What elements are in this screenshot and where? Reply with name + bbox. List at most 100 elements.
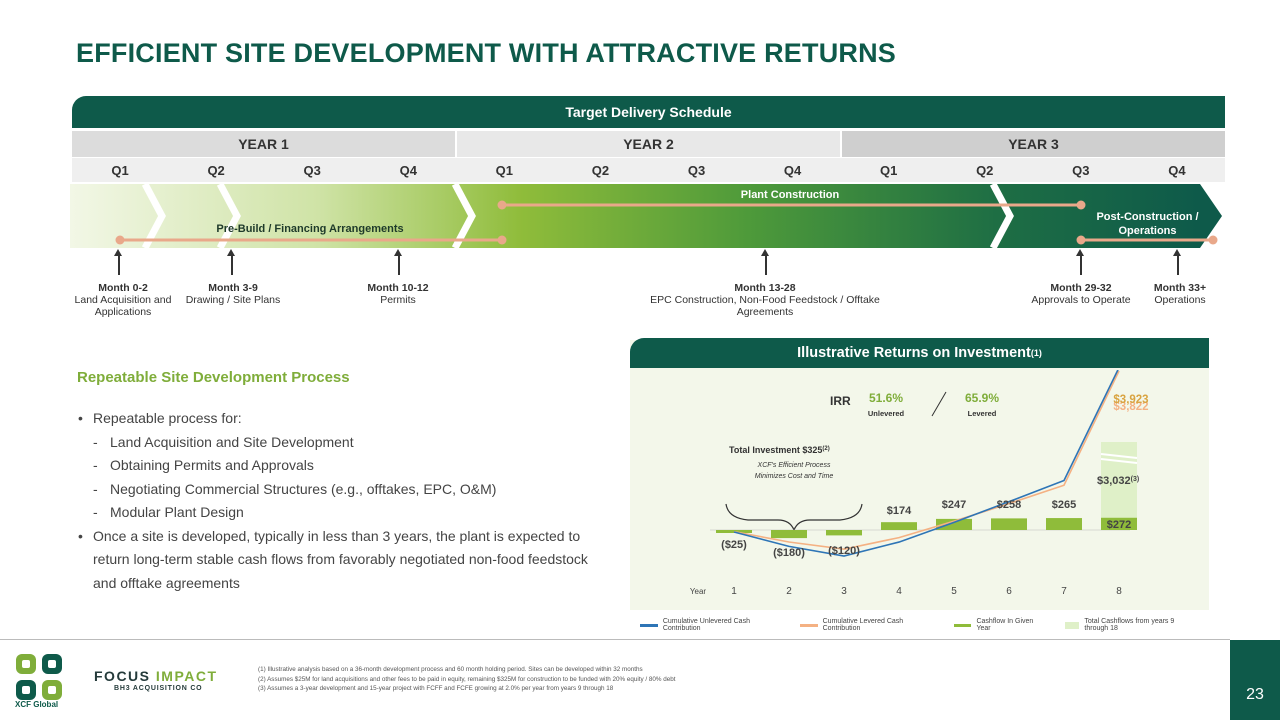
quarter-label: Q2: [207, 162, 225, 178]
milestone-month: Month 10-12: [367, 282, 429, 294]
chart-bar: [936, 518, 972, 530]
quarter-label: Q4: [1168, 162, 1186, 178]
phase-flow: [70, 184, 1222, 250]
chevron: [989, 184, 1014, 250]
legend-label: Cumulative Unlevered Cash Contribution: [662, 618, 750, 632]
page-title: EFFICIENT SITE DEVELOPMENT WITH ATTRACTI…: [76, 38, 896, 68]
chart-total-label: $3,032(3): [1097, 475, 1139, 487]
milestone: Month 10-12 Permits: [348, 282, 448, 306]
chart-data-label: $258: [997, 499, 1021, 511]
year-label: YEAR 1: [72, 131, 455, 157]
legend-swatch: [640, 623, 658, 627]
returns-header-text: Illustrative Returns on Investment: [797, 345, 1031, 361]
sub-item: Modular Plant Design: [78, 501, 598, 525]
milestone-arrow: [228, 249, 234, 275]
chevron: [216, 184, 241, 250]
axis-break: [1100, 453, 1138, 459]
phase-tip: [1200, 184, 1222, 248]
irr-divider: [931, 391, 947, 417]
x-tick-label: 4: [896, 586, 902, 597]
footnote: (2) Assumes $25M for land acquisitions a…: [258, 675, 676, 683]
milestone-desc: Permits: [380, 294, 416, 306]
xcf-logo-text: XCF Global: [15, 700, 59, 709]
x-tick-label: 6: [1006, 586, 1012, 597]
x-tick-label: 7: [1061, 586, 1067, 597]
chevron: [141, 184, 166, 250]
sub-item: Negotiating Commercial Structures (e.g.,…: [78, 478, 598, 502]
milestone-month: Month 13-28: [734, 282, 796, 294]
irr-unlevered: 51.6%: [869, 391, 903, 405]
investment-note: (2): [822, 446, 829, 452]
milestone: Month 33+ Operations: [1145, 282, 1215, 306]
x-tick-label: 1: [731, 586, 737, 597]
investment-label-text: Total Investment $325: [729, 445, 822, 455]
schedule-header: Target Delivery Schedule: [72, 96, 1225, 128]
footer-divider: [0, 639, 1230, 640]
milestone-desc: Land Acquisition and Applications: [74, 294, 172, 318]
milestone: Month 13-28 EPC Construction, Non-Food Fe…: [635, 282, 895, 318]
x-tick-label: 8: [1116, 586, 1122, 597]
investment-label: Total Investment $325(2): [729, 445, 830, 455]
milestone: Month 29-32 Approvals to Operate: [1021, 282, 1141, 306]
chart-bar: [881, 522, 917, 530]
chart-end-label-unlevered: $3,923: [1113, 394, 1148, 406]
legend-item: Total Cashflows from years 9 through 18: [1065, 618, 1196, 632]
chart-data-label: ($25): [721, 539, 747, 551]
phase-prebuild-label: Pre-Build / Financing Arrangements: [216, 223, 404, 235]
milestone-arrow: [1077, 249, 1083, 275]
milestone-arrow: [762, 249, 768, 275]
milestone: Month 3-9 Drawing / Site Plans: [173, 282, 293, 306]
x-axis-title: Year: [690, 587, 707, 596]
chart-bar: [991, 518, 1027, 530]
milestone-arrow: [395, 249, 401, 275]
chart-bar: [771, 530, 807, 539]
chart-data-label: $247: [942, 499, 966, 511]
phase-construction-label: Plant Construction: [740, 189, 840, 201]
irr-unlevered-label: Unlevered: [868, 409, 905, 418]
focus-impact-title: FOCUS IMPACT: [94, 668, 218, 684]
xcf-logo-icon: [16, 654, 62, 700]
year-row: YEAR 1 YEAR 2 YEAR 3: [72, 131, 1225, 157]
chart-data-label: ($180): [773, 547, 805, 559]
chart-data-label: $265: [1052, 499, 1076, 511]
sub-item: Obtaining Permits and Approvals: [78, 454, 598, 478]
milestone-desc: Approvals to Operate: [1031, 294, 1131, 306]
legend-item: Cumulative Unlevered Cash Contribution: [640, 618, 776, 632]
year-label: YEAR 3: [842, 131, 1225, 157]
chart-data-label: ($120): [828, 545, 860, 557]
legend-item: Cumulative Levered Cash Contribution: [799, 618, 930, 632]
quarter-label: Q3: [687, 162, 706, 178]
legend-label: Cashflow In Given Year: [976, 618, 1034, 632]
quarter-row: Q1 Q2 Q3 Q4 Q1 Q2 Q3 Q4 Q1 Q2 Q3 Q4: [72, 158, 1225, 182]
irr-levered-label: Levered: [968, 409, 997, 418]
bullet-item: Once a site is developed, typically in l…: [78, 525, 598, 596]
legend-swatch: [1065, 621, 1080, 629]
axis-break: [1100, 458, 1138, 464]
milestone-month: Month 29-32: [1050, 282, 1112, 294]
focus-impact-logo: FOCUS IMPACT BH3 ACQUISITION CO: [94, 668, 218, 692]
chart-data-label: $272: [1107, 519, 1131, 531]
page-number: 23: [1230, 640, 1280, 720]
x-tick-label: 5: [951, 586, 957, 597]
legend-label: Cumulative Levered Cash Contribution: [822, 618, 904, 632]
footnote: (3) Assumes a 3-year development and 15-…: [258, 685, 614, 692]
milestone-desc: Drawing / Site Plans: [185, 294, 281, 306]
x-tick-label: 3: [841, 586, 847, 597]
legend-item: Cashflow In Given Year: [953, 618, 1041, 632]
returns-chart: IRR 51.6% Unlevered 65.9% Levered Total …: [690, 370, 1149, 597]
returns-header-note: (1): [1030, 348, 1042, 358]
timeline-dot: [497, 235, 507, 245]
chart-bar: [716, 530, 752, 533]
phase-post-label: Post-Construction / Operations: [1096, 211, 1199, 237]
chart-line-levered: [733, 370, 1120, 551]
timeline-dot: [1208, 235, 1218, 245]
milestone-month: Month 3-9: [208, 282, 258, 294]
chart-bar: [1101, 517, 1137, 530]
quarter-label: Q3: [1072, 162, 1090, 178]
footnote: (1) Illustrative analysis based on a 36-…: [258, 666, 643, 673]
chart-bar: [1046, 518, 1082, 530]
timeline-dot: [115, 235, 125, 245]
milestone-month: Month 33+: [1153, 282, 1207, 294]
quarter-label: Q2: [976, 162, 994, 178]
returns-header: Illustrative Returns on Investment (1): [630, 338, 1209, 368]
